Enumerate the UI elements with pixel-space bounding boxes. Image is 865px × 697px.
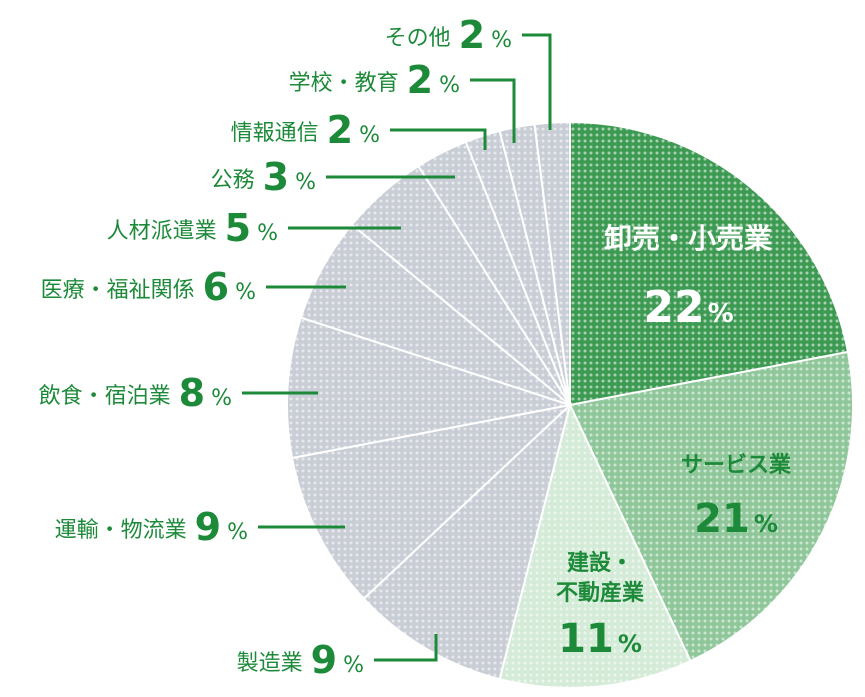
data-label: 2: [407, 58, 433, 102]
pie-slice-texture: [418, 141, 570, 405]
data-label: %: [708, 299, 734, 329]
slice-label: 建設・不動産業 11%: [556, 550, 645, 662]
data-label: 9: [195, 505, 221, 549]
data-label: %: [235, 280, 256, 305]
data-label: 飲食・宿泊業: [39, 384, 171, 409]
data-label: %: [439, 73, 460, 98]
data-label: 公務: [211, 168, 255, 193]
data-label: %: [257, 221, 278, 246]
pie-slice-texture: [499, 124, 570, 405]
data-label: 卸売・小売業: [604, 222, 772, 255]
pie-slice-texture: [465, 130, 570, 405]
data-label: %: [491, 28, 512, 53]
data-label: %: [618, 630, 642, 658]
slice-label: %9 製造業: [237, 638, 364, 682]
data-label: %: [343, 653, 364, 678]
leader-line: [390, 128, 487, 150]
slice-label: 卸売・小売業 22%: [604, 222, 772, 333]
slice-label: %8 飲食・宿泊業: [39, 371, 232, 415]
pie-slice-texture: [351, 166, 570, 405]
data-label: 6: [203, 265, 229, 309]
data-label: 不動産業: [556, 580, 645, 606]
data-label: %: [211, 386, 232, 411]
data-label: %: [754, 510, 778, 538]
data-label: %: [359, 123, 380, 148]
slice-label: %9 運輸・物流業: [55, 505, 248, 549]
data-label: %: [227, 520, 248, 545]
data-label: %: [295, 170, 316, 195]
pie-slice-texture: [570, 351, 853, 662]
data-label: 8: [179, 371, 205, 415]
slice-label: %2 学校・教育: [289, 58, 460, 102]
leader-line: [470, 78, 516, 143]
slice-label: %6 医療・福祉関係: [41, 265, 256, 309]
slice-label: %2 その他: [385, 13, 512, 57]
pie-slice-texture: [363, 405, 570, 680]
pie-slice-texture: [292, 405, 570, 599]
data-label: サービス業: [681, 453, 792, 478]
data-label: 医療・福祉関係: [41, 278, 195, 303]
slice-label: %2 情報通信: [231, 108, 380, 152]
pie-slice-texture: [499, 405, 691, 688]
data-label: 情報通信: [231, 121, 319, 146]
data-label: 建設・: [567, 550, 633, 576]
pie-slice-texture: [300, 224, 570, 405]
leader-line: [374, 634, 438, 662]
pie-slice-texture: [534, 122, 570, 405]
data-label: 22: [643, 282, 704, 333]
slice-label: %5 人材派遣業: [107, 206, 278, 250]
data-label: 2: [459, 13, 485, 57]
data-label: 製造業: [237, 651, 303, 676]
leader-line: [522, 33, 552, 130]
pie-slice-texture: [570, 122, 848, 405]
data-label: 21: [694, 496, 750, 542]
data-label: 11: [558, 616, 614, 662]
data-label: 運輸・物流業: [55, 518, 187, 543]
data-label: 5: [225, 206, 251, 250]
data-label: 2: [327, 108, 353, 152]
data-label: 学校・教育: [289, 71, 399, 96]
slice-label: %3 公務: [211, 155, 316, 199]
slice-label: サービス業 21%: [681, 453, 792, 542]
data-label: 人材派遣業: [107, 219, 217, 244]
data-label: 3: [263, 155, 289, 199]
data-label: その他: [385, 26, 451, 51]
data-label: 9: [311, 638, 337, 682]
pie-slice-texture: [287, 317, 570, 459]
